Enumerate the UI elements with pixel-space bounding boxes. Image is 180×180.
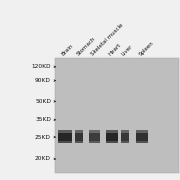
Bar [121, 130, 129, 143]
Bar [89, 130, 100, 133]
Text: 20KD: 20KD [35, 156, 51, 161]
Bar [58, 130, 72, 143]
Text: Stomach: Stomach [76, 36, 96, 57]
Text: Liver: Liver [121, 44, 134, 57]
Text: 50KD: 50KD [35, 99, 51, 104]
Text: 35KD: 35KD [35, 117, 51, 122]
Bar [136, 130, 148, 133]
Bar [136, 141, 148, 143]
Text: Skeletal muscle: Skeletal muscle [91, 22, 125, 57]
Bar [58, 141, 72, 143]
Bar [75, 141, 84, 143]
Bar [136, 130, 148, 143]
Bar [89, 130, 100, 143]
Text: 25KD: 25KD [35, 135, 51, 140]
Bar [89, 141, 100, 143]
Text: Spleen: Spleen [138, 40, 154, 57]
Text: Heart: Heart [108, 42, 122, 57]
Text: 90KD: 90KD [35, 78, 51, 83]
Bar [75, 130, 84, 143]
Bar [121, 130, 129, 133]
Bar [106, 130, 118, 143]
Text: 120KD: 120KD [31, 64, 51, 69]
Bar [58, 130, 72, 133]
Bar [106, 130, 118, 133]
Text: Brain: Brain [61, 43, 74, 57]
Bar [106, 141, 118, 143]
Bar [121, 141, 129, 143]
Bar [55, 58, 179, 173]
Bar [75, 130, 84, 133]
